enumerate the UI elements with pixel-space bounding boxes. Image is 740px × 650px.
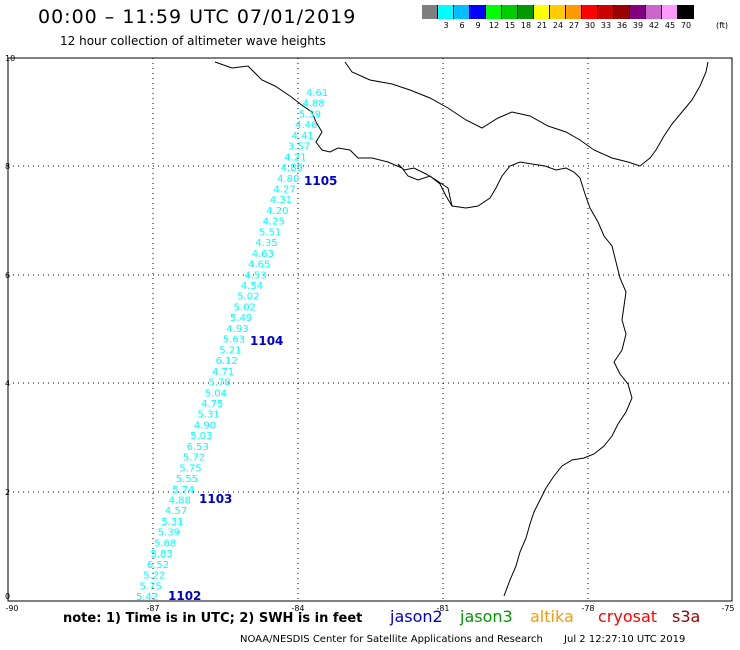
wave-height-label: 4.35 xyxy=(255,238,277,249)
wave-height-label: 4.20 xyxy=(266,206,288,217)
lat-lon-grid xyxy=(8,58,732,601)
time-label: 1105 xyxy=(304,174,337,188)
latitude-tick-label: 2 xyxy=(5,488,10,497)
wave-height-label: 5.75 xyxy=(179,463,201,474)
wave-height-map: -90 -87 -84 -81 -78 -750246810 5.425.755.226.… xyxy=(0,0,740,650)
longitude-tick-label: -90 xyxy=(5,604,18,613)
wave-height-label: 4.63 xyxy=(252,249,274,260)
latitude-tick-label: 8 xyxy=(5,162,10,171)
wave-height-label: 4.57 xyxy=(165,506,187,517)
wave-height-label: 5.49 xyxy=(230,313,252,324)
wave-height-label: 4.93 xyxy=(226,324,248,335)
legend-item-jason2: jason2 xyxy=(390,607,443,626)
longitude-tick-label: -75 xyxy=(721,604,734,613)
time-label: 1104 xyxy=(250,334,283,348)
wave-height-label: 4.41 xyxy=(292,131,314,142)
wave-height-label: 4.80 xyxy=(277,174,299,185)
wave-height-label: 4.71 xyxy=(212,367,234,378)
coastline-north xyxy=(345,62,708,166)
wave-height-label: 5.72 xyxy=(183,453,205,464)
wave-height-label: 4.46 xyxy=(295,120,317,131)
wave-height-label: 6.53 xyxy=(187,442,209,453)
latitude-tick-label: 6 xyxy=(5,271,10,280)
wave-height-label: 4.61 xyxy=(306,88,328,99)
coastline-gulf xyxy=(398,164,452,206)
wave-height-label: 5.55 xyxy=(176,474,198,485)
latitude-tick-label: 4 xyxy=(5,379,10,388)
wave-height-label: 4.89 xyxy=(281,163,303,174)
satellite-track: 5.425.755.226.525.835.685.395.314.574.88… xyxy=(136,88,337,603)
wave-height-label: 4.90 xyxy=(194,420,216,431)
coastline xyxy=(215,62,632,596)
wave-height-label: 5.75 xyxy=(140,581,162,592)
wave-height-label: 3.57 xyxy=(288,142,310,153)
footnote: note: 1) Time is in UTC; 2) SWH is in fe… xyxy=(63,611,362,626)
wave-height-label: 5.51 xyxy=(259,227,281,238)
credit-text: NOAA/NESDIS Center for Satellite Applica… xyxy=(240,634,543,645)
wave-height-label: 5.31 xyxy=(161,517,183,528)
wave-height-label: 5.02 xyxy=(234,302,256,313)
wave-height-label: 4.75 xyxy=(201,399,223,410)
wave-height-label: 5.68 xyxy=(154,538,176,549)
wave-height-label: 5.02 xyxy=(237,292,259,303)
credit-line: NOAA/NESDIS Center for Satellite Applica… xyxy=(240,634,703,645)
time-label: 1103 xyxy=(199,492,232,506)
wave-height-label: 6.52 xyxy=(147,560,169,571)
wave-height-label: 5.42 xyxy=(136,592,158,603)
wave-height-label: 5.03 xyxy=(190,431,212,442)
timestamp-text: Jul 2 12:27:10 UTC 2019 xyxy=(564,634,685,645)
wave-height-label: 5.83 xyxy=(150,549,172,560)
wave-height-label: 5.74 xyxy=(172,485,194,496)
legend-item-s3a: s3a xyxy=(672,607,700,626)
wave-height-label: 4.25 xyxy=(263,217,285,228)
wave-height-label: 4.54 xyxy=(241,281,263,292)
wave-height-label: 5.21 xyxy=(219,345,241,356)
time-label: 1102 xyxy=(168,589,201,603)
map-frame xyxy=(8,58,732,601)
wave-height-label: 4.31 xyxy=(270,195,292,206)
legend-item-jason3: jason3 xyxy=(460,607,513,626)
axis-tick-labels: -90 -87 -84 -81 -78 -75 0 2 4 6 8 10 xyxy=(5,54,735,613)
wave-height-label: 4.21 xyxy=(284,152,306,163)
wave-height-label: 5.63 xyxy=(223,335,245,346)
wave-height-label: 4.88 xyxy=(302,99,324,110)
wave-height-label: 4.65 xyxy=(248,260,270,271)
wave-height-label: 6.12 xyxy=(216,356,238,367)
wave-height-label: 5.22 xyxy=(143,571,165,582)
wave-height-label: 5.78 xyxy=(208,378,230,389)
latitude-tick-label: 10 xyxy=(5,54,15,63)
wave-height-label: 5.04 xyxy=(205,388,227,399)
legend-item-altika: altika xyxy=(530,607,574,626)
wave-height-label: 5.31 xyxy=(197,410,219,421)
wave-height-label: 4.88 xyxy=(169,495,191,506)
wave-height-label: 4.53 xyxy=(245,270,267,281)
wave-height-label: 4.27 xyxy=(273,185,295,196)
wave-height-label: 5.39 xyxy=(158,528,180,539)
latitude-tick-label: 0 xyxy=(5,592,10,601)
wave-height-label: 5.39 xyxy=(299,109,321,120)
legend-item-cryosat: cryosat xyxy=(598,607,657,626)
longitude-tick-label: -78 xyxy=(581,604,594,613)
